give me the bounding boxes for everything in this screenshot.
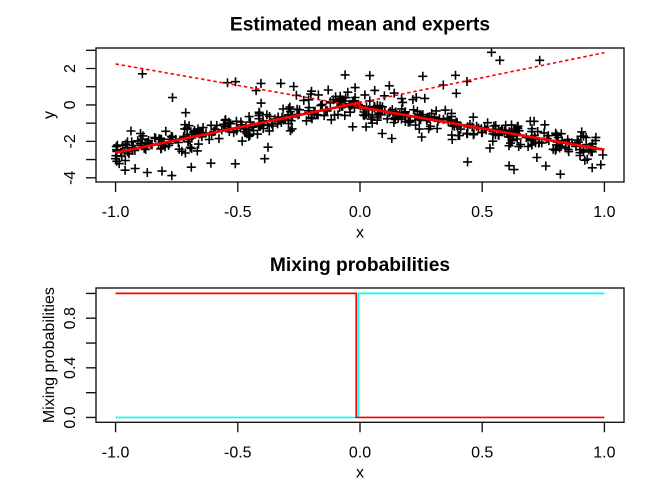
svg-text:0.0: 0.0 xyxy=(62,406,79,428)
svg-text:-0.5: -0.5 xyxy=(224,444,252,461)
svg-text:Mixing probabilities: Mixing probabilities xyxy=(41,287,58,423)
svg-text:0.4: 0.4 xyxy=(62,357,79,379)
svg-text:x: x xyxy=(356,224,364,241)
svg-text:-1.0: -1.0 xyxy=(102,444,130,461)
svg-text:x: x xyxy=(356,464,364,480)
svg-text:1.0: 1.0 xyxy=(593,204,615,221)
svg-text:1.0: 1.0 xyxy=(593,444,615,461)
svg-text:Estimated mean and experts: Estimated mean and experts xyxy=(230,14,490,35)
svg-text:0.0: 0.0 xyxy=(349,444,371,461)
svg-text:0.5: 0.5 xyxy=(471,444,493,461)
svg-text:-4: -4 xyxy=(62,171,79,185)
svg-text:0.8: 0.8 xyxy=(62,307,79,329)
svg-text:2: 2 xyxy=(62,64,79,73)
svg-text:Mixing probabilities: Mixing probabilities xyxy=(270,255,450,276)
svg-text:0: 0 xyxy=(62,100,79,109)
svg-text:y: y xyxy=(41,111,58,119)
svg-text:-2: -2 xyxy=(62,134,79,148)
svg-text:0.5: 0.5 xyxy=(471,204,493,221)
svg-text:0.0: 0.0 xyxy=(349,204,371,221)
svg-text:-0.5: -0.5 xyxy=(224,204,252,221)
svg-text:-1.0: -1.0 xyxy=(102,204,130,221)
